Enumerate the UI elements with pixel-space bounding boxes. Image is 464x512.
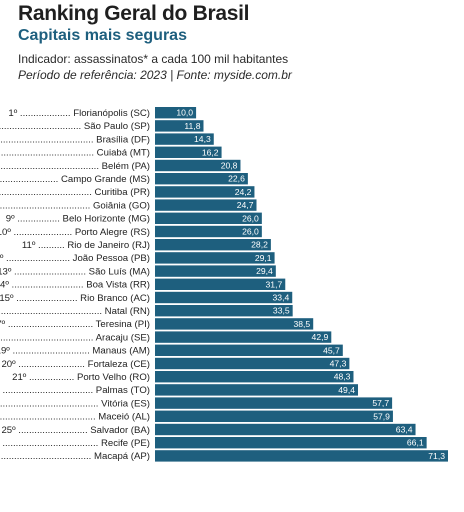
bar (155, 225, 262, 238)
category-label: 27º ....................................… (0, 451, 150, 462)
value-label: 28,2 (251, 240, 268, 250)
category-label: 22º .................................. P… (0, 385, 150, 396)
category-label: 24º ....................................… (0, 412, 150, 423)
category-label: 4º .....................................… (0, 148, 150, 159)
bar (155, 437, 427, 449)
bar (155, 410, 393, 422)
category-label: 12º ........................ João Pessoa… (0, 253, 150, 264)
value-label: 24,2 (235, 187, 252, 197)
value-label: 57,7 (372, 398, 389, 408)
category-label: 5º .....................................… (0, 161, 150, 172)
value-label: 31,7 (266, 279, 283, 289)
bar (155, 159, 241, 172)
category-label: 23º ....................................… (0, 398, 150, 409)
value-label: 29,1 (255, 253, 272, 263)
bar (155, 212, 262, 224)
category-label: 14º ........................... Boa Vist… (0, 280, 150, 291)
category-label: 10º ...................... Porto Alegre … (0, 227, 150, 238)
category-label: 25º .......................... Salvador … (1, 425, 150, 436)
value-label: 26,0 (242, 227, 259, 237)
value-label: 33,4 (273, 293, 290, 303)
category-label: 19º ............................. Manaus… (0, 346, 150, 357)
bar (155, 331, 332, 343)
value-label: 22,6 (228, 174, 245, 184)
value-label: 16,2 (202, 147, 219, 157)
bar (155, 357, 350, 370)
bar (155, 265, 276, 277)
bar (155, 186, 255, 198)
value-label: 26,0 (242, 213, 259, 223)
value-label: 66,1 (407, 438, 424, 448)
value-label: 42,9 (312, 332, 329, 342)
value-label: 24,7 (237, 200, 254, 210)
bar (155, 291, 293, 304)
category-label: 9º ................ Belo Horizonte (MG) (6, 214, 150, 225)
value-label: 71,3 (428, 451, 445, 461)
reference-period-text: Período de referência: 2023 | Fonte: mys… (18, 68, 292, 82)
category-label: 17º ................................ Ter… (0, 319, 150, 330)
category-label: 15º ....................... Rio Branco (… (0, 293, 150, 304)
bar (155, 133, 214, 145)
value-label: 20,8 (221, 161, 238, 171)
category-label: 18º ....................................… (0, 332, 150, 343)
category-label: 26º ....................................… (0, 438, 150, 449)
indicator-text: Indicador: assassinatos* a cada 100 mil … (18, 52, 289, 66)
bar (155, 107, 197, 119)
value-label: 11,8 (184, 121, 200, 131)
value-label: 45,7 (323, 345, 340, 355)
category-label: 16º ....................................… (0, 306, 150, 317)
chart-title: Ranking Geral do Brasil (18, 2, 250, 25)
bar (155, 397, 393, 409)
category-label: 6º ......................... Campo Grand… (0, 174, 150, 185)
bar (155, 173, 248, 185)
value-label: 33,5 (273, 306, 290, 316)
value-label: 49,4 (338, 385, 355, 395)
category-label: 21º ................. Porto Velho (RO) (12, 372, 150, 383)
bar (155, 318, 314, 330)
value-label: 63,4 (396, 425, 413, 435)
bar (155, 371, 354, 383)
bar (155, 305, 293, 317)
value-label: 29,4 (256, 266, 273, 276)
bar (155, 278, 286, 290)
value-label: 57,9 (373, 411, 390, 421)
bar (155, 344, 343, 356)
category-label: 11º .......... Rio de Janeiro (RJ) (22, 240, 150, 251)
category-label: 1º ................... Florianópolis (SC… (8, 108, 150, 119)
bar (155, 120, 204, 132)
category-label: 13º ........................... São Luís… (0, 266, 150, 277)
value-label: 10,0 (176, 108, 193, 118)
bar (155, 252, 275, 264)
value-label: 38,5 (293, 319, 310, 329)
value-label: 48,3 (334, 372, 351, 382)
bar (155, 384, 359, 396)
category-label: 8º .....................................… (0, 200, 150, 211)
bar (155, 450, 448, 462)
category-label: 3º ................................... B… (0, 134, 150, 145)
category-label: 2º ............................... São P… (0, 121, 150, 132)
chart-subtitle: Capitais mais seguras (18, 27, 187, 44)
bar (155, 146, 222, 158)
value-label: 14,3 (194, 134, 211, 144)
value-label: 47,3 (330, 359, 347, 369)
category-label: 20º ......................... Fortaleza … (1, 359, 150, 370)
bar (155, 239, 271, 251)
bar (155, 423, 416, 436)
bar (155, 199, 257, 211)
category-label: 7º .................................... … (0, 187, 150, 198)
